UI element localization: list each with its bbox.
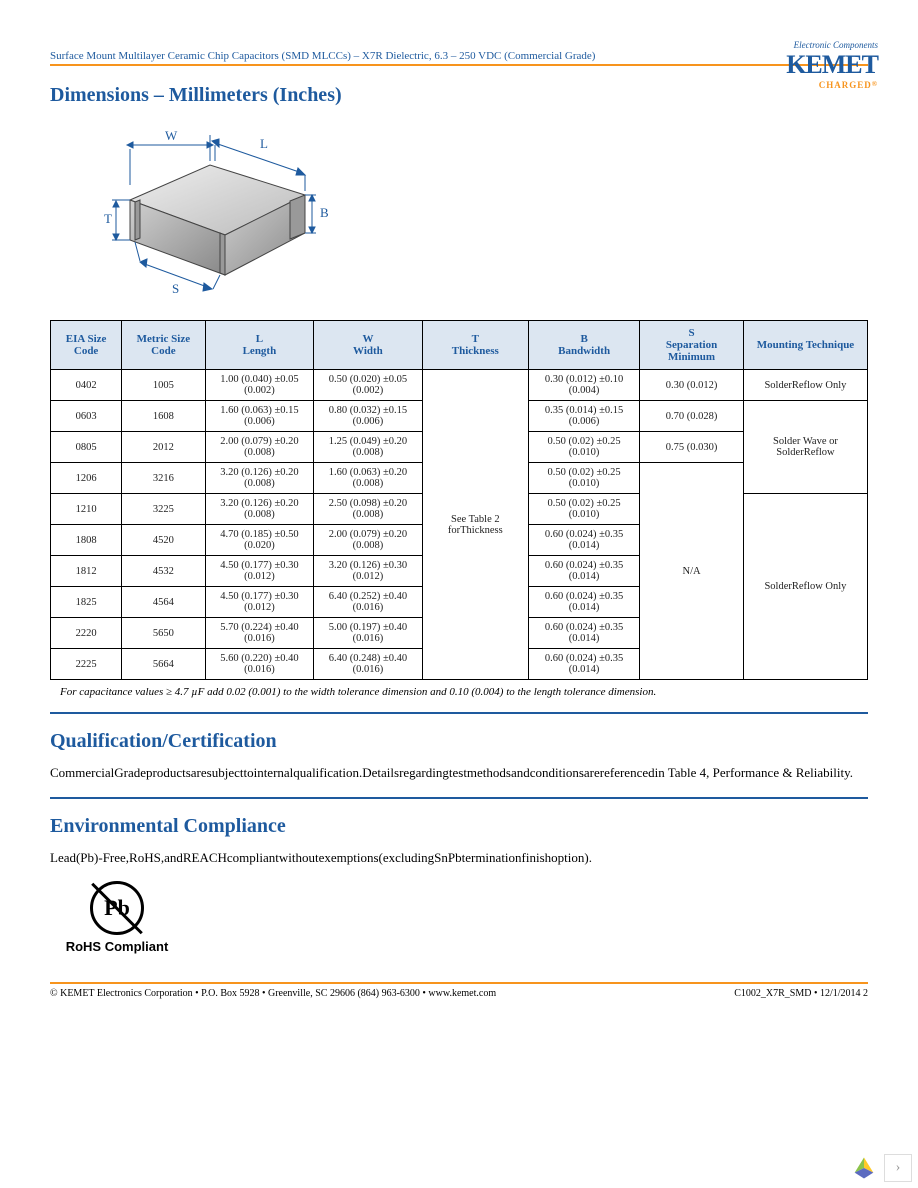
page-footer: © KEMET Electronics Corporation • P.O. B… xyxy=(50,982,868,999)
next-page-button[interactable]: › xyxy=(884,1154,912,1182)
divider xyxy=(50,712,868,714)
th-mount: Mounting Technique xyxy=(743,321,867,370)
footer-right: C1002_X7R_SMD • 12/1/2014 2 xyxy=(734,988,868,999)
brand-logo: Electronic Components KEMET CHARGED® xyxy=(786,40,878,90)
svg-text:S: S xyxy=(172,281,179,295)
env-text: Lead(Pb)-Free,RoHS,andREACHcompliantwith… xyxy=(50,848,868,868)
th-eia: EIA Size Code xyxy=(51,321,122,370)
logo-tagline: Electronic Components xyxy=(786,40,878,50)
qualification-text: CommercialGradeproductsaresubjecttointer… xyxy=(50,763,868,783)
svg-text:W: W xyxy=(165,128,178,143)
logo-charged: CHARGED® xyxy=(786,80,878,90)
table-footnote: For capacitance values ≥ 4.7 µF add 0.02… xyxy=(60,686,868,698)
th-B: BBandwidth xyxy=(529,321,640,370)
th-S: SSeparation Minimum xyxy=(640,321,744,370)
qualification-heading: Qualification/Certification xyxy=(50,730,868,753)
viewer-badge-icon xyxy=(850,1154,878,1182)
logo-brand: KEMET xyxy=(786,50,878,80)
page-subtitle: Surface Mount Multilayer Ceramic Chip Ca… xyxy=(50,50,868,66)
th-T: TThickness xyxy=(422,321,528,370)
rohs-badge: Pb RoHS Compliant xyxy=(62,881,172,954)
th-W: WWidth xyxy=(314,321,422,370)
capacitor-diagram: W L T B S xyxy=(80,125,340,295)
svg-text:T: T xyxy=(104,211,112,226)
dimensions-table: EIA Size Code Metric Size Code LLength W… xyxy=(50,320,868,680)
footer-left: © KEMET Electronics Corporation • P.O. B… xyxy=(50,988,496,999)
divider xyxy=(50,797,868,799)
env-heading: Environmental Compliance xyxy=(50,815,868,838)
table-row: 040210051.00 (0.040) ±0.05 (0.002)0.50 (… xyxy=(51,370,868,401)
th-L: LLength xyxy=(205,321,314,370)
th-metric: Metric Size Code xyxy=(122,321,205,370)
svg-text:B: B xyxy=(320,205,329,220)
svg-text:L: L xyxy=(260,136,268,151)
dimensions-heading: Dimensions – Millimeters (Inches) xyxy=(50,84,868,107)
